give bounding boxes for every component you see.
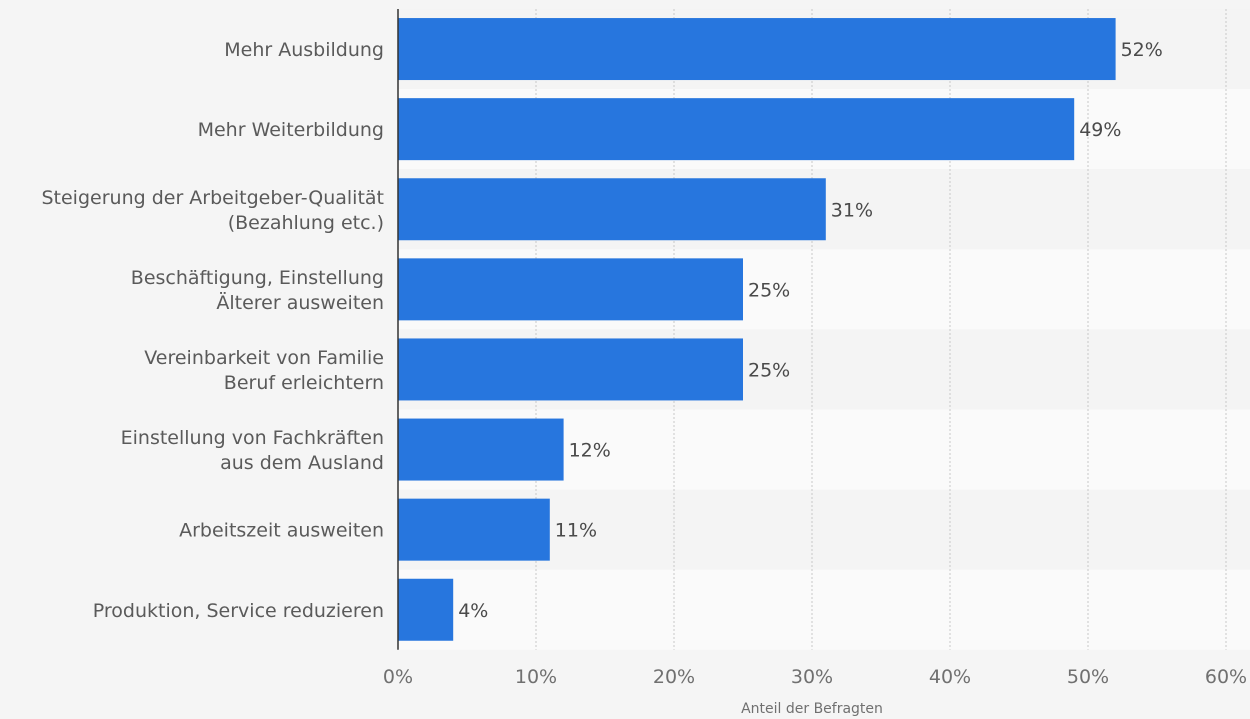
x-tick-label: 50% [1067,666,1109,688]
bar [398,18,1116,81]
value-label: 4% [458,600,488,622]
value-labels: 52% 49% 31% 25% 25% 12% 11% 4% [458,39,1163,622]
category-label: Beschäftigung, Einstellung Älterer auswei… [131,267,384,314]
bar [398,578,454,641]
x-tick-labels: 0% 10% 20% 30% 40% 50% 60% [383,666,1247,688]
x-tick-label: 40% [929,666,971,688]
category-label: Mehr Weiterbildung [198,119,384,141]
value-label: 12% [569,440,611,462]
value-label: 11% [555,520,597,542]
x-tick-label: 30% [791,666,833,688]
value-label: 25% [748,279,790,301]
x-tick-label: 60% [1205,666,1247,688]
bar [398,258,743,321]
category-label: Arbeitszeit ausweiten [179,520,384,542]
category-label: Vereinbarkeit von Familie Beruf erleichte… [144,347,384,394]
bar [398,498,550,561]
row-band [398,569,1250,650]
category-label: Produktion, Service reduzieren [93,600,384,622]
category-label: Einstellung von Fachkräften aus dem Ausla… [121,427,384,474]
category-label: Mehr Ausbildung [224,39,384,61]
bar [398,338,743,401]
bars [398,18,1116,641]
bar [398,98,1075,161]
x-tick-label: 10% [515,666,557,688]
category-label: Steigerung der Arbeitgeber-Qualität (Beza… [41,187,384,234]
bar [398,418,564,481]
value-label: 49% [1079,119,1121,141]
x-axis-title: Anteil der Befragten [741,701,883,717]
value-label: 25% [748,359,790,381]
x-tick-label: 20% [653,666,695,688]
bar [398,178,826,241]
value-label: 31% [831,199,873,221]
category-labels: Mehr Ausbildung Mehr Weiterbildung Steiger… [41,39,384,622]
value-label: 52% [1121,39,1163,61]
x-tick-label: 0% [383,666,413,688]
